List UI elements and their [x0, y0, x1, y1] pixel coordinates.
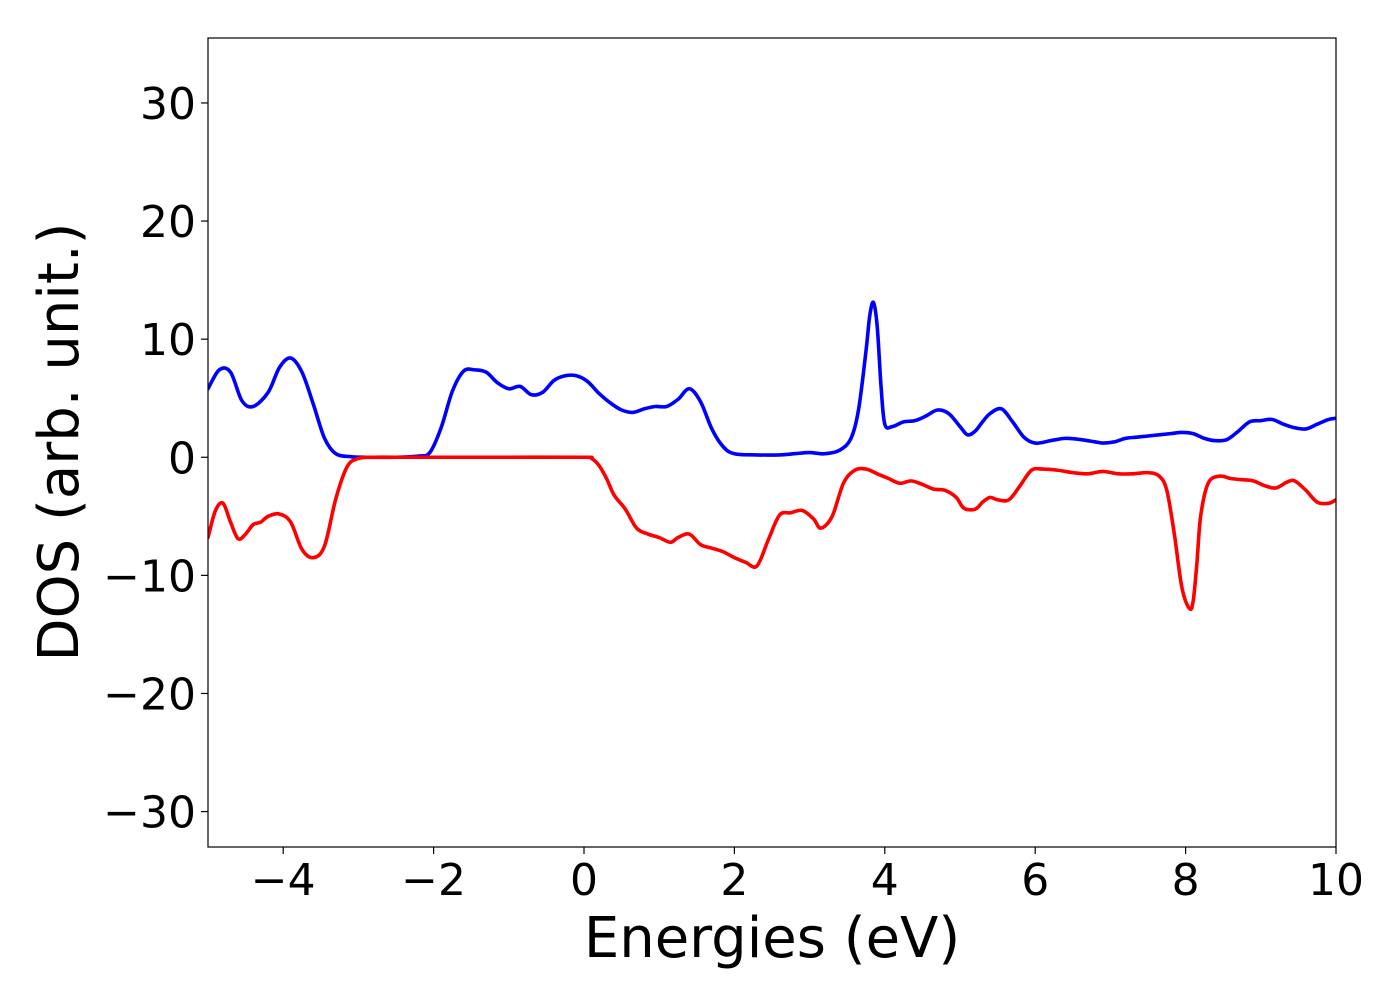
- y-tick-label: 20: [140, 197, 196, 248]
- x-tick-label: 8: [1172, 855, 1200, 906]
- y-tick-label: −10: [103, 551, 196, 602]
- y-axis-ticks: −30 −20 −10 0 10 20 30: [103, 79, 208, 839]
- y-tick-label: 30: [140, 79, 196, 130]
- y-tick-label: 10: [140, 315, 196, 366]
- x-tick-label: 4: [871, 855, 899, 906]
- x-axis-ticks: −4 −2 0 2 4 6 8 10: [251, 847, 1364, 906]
- x-tick-label: −4: [251, 855, 316, 906]
- y-tick-label: −30: [103, 788, 196, 839]
- y-axis-title: DOS (arb. unit.): [27, 222, 92, 661]
- x-tick-label: 6: [1021, 855, 1049, 906]
- x-tick-label: −2: [401, 855, 466, 906]
- x-axis-title: Energies (eV): [584, 906, 960, 971]
- series-layer: [208, 300, 1336, 612]
- x-tick-label: 2: [720, 855, 748, 906]
- x-tick-label: 0: [570, 855, 598, 906]
- series-line-spin-up: [208, 300, 1336, 460]
- x-tick-label: 10: [1308, 855, 1364, 906]
- series-line-spin-down: [208, 455, 1336, 612]
- y-tick-label: 0: [168, 433, 196, 484]
- y-tick-label: −20: [103, 669, 196, 720]
- plot-frame: [207, 37, 1337, 848]
